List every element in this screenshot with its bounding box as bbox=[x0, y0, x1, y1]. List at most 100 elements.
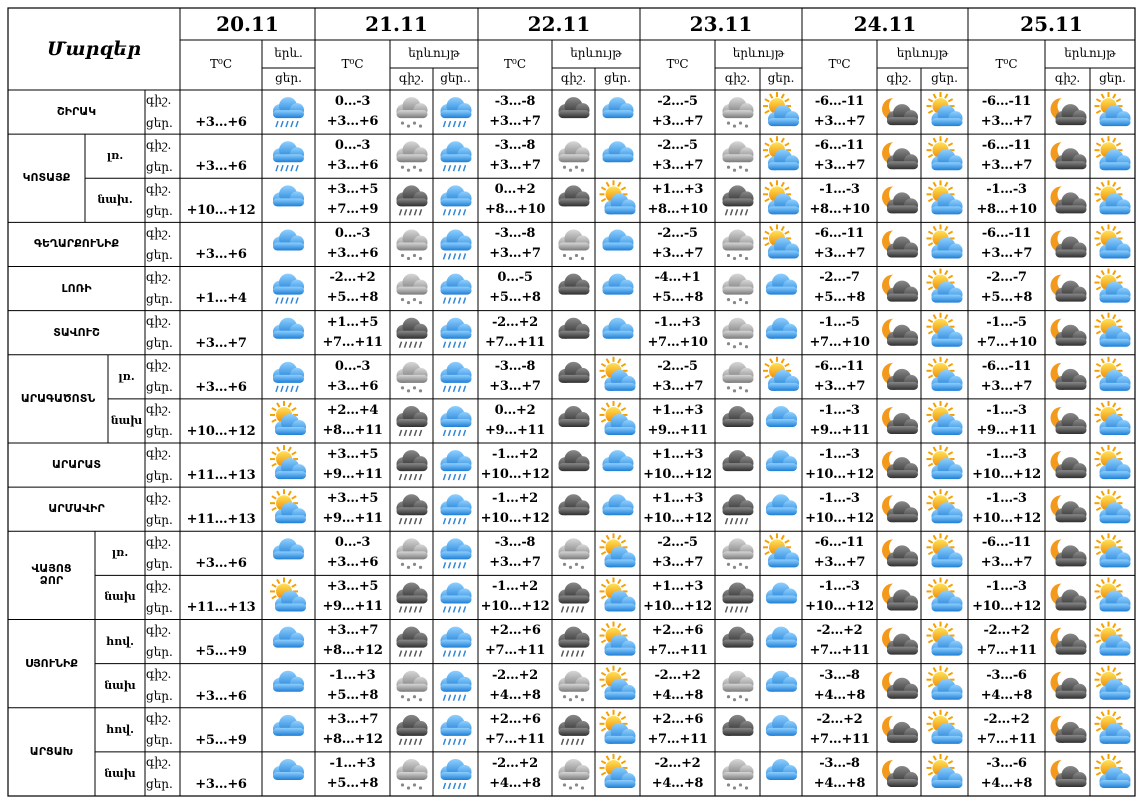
period-label: գիշ. bbox=[146, 93, 172, 108]
weather-icon bbox=[766, 317, 797, 339]
weather-icon bbox=[1050, 272, 1087, 302]
weather-icon bbox=[599, 709, 636, 744]
weather-icon bbox=[1050, 493, 1087, 523]
temp-day: +7…+11 bbox=[809, 643, 870, 659]
weather-icon bbox=[763, 92, 799, 127]
weather-icon bbox=[926, 709, 963, 744]
temp-night: -3…-8 bbox=[494, 93, 536, 109]
temp-day: +8…+10 bbox=[647, 202, 708, 218]
weather-icon bbox=[396, 317, 428, 348]
weather-icon bbox=[558, 538, 590, 569]
temp-day: +7…+11 bbox=[484, 334, 546, 350]
weather-icon bbox=[396, 494, 428, 525]
temp-night: -6…-11 bbox=[981, 93, 1032, 109]
temp-day: +5…+9 bbox=[195, 732, 247, 748]
temp-night: +3…+5 bbox=[326, 182, 379, 198]
temp-day: +7…+11 bbox=[647, 731, 708, 747]
weather-icon bbox=[766, 626, 797, 648]
temp-day: +4…+8 bbox=[651, 775, 704, 791]
weather-icon bbox=[763, 180, 799, 215]
period-label: ցեր. bbox=[146, 733, 173, 748]
weather-icon bbox=[882, 316, 918, 346]
region-name: ԱՐԱՐԱՏ bbox=[51, 458, 102, 472]
weather-icon bbox=[396, 670, 428, 702]
period-label: գիշ. bbox=[146, 490, 172, 505]
weather-icon bbox=[1094, 665, 1131, 700]
temp-day: +7…+11 bbox=[976, 643, 1037, 659]
temp-night: -3…-6 bbox=[986, 755, 1027, 771]
temp-day: +9…+11 bbox=[647, 422, 708, 438]
period-label: գիշ. bbox=[146, 667, 172, 682]
temp-day: +3…+7 bbox=[813, 246, 866, 262]
temp-day: +3…+7 bbox=[195, 335, 247, 351]
weather-icon bbox=[1050, 184, 1087, 214]
weather-icon bbox=[882, 449, 918, 479]
temp-night: 0…-3 bbox=[334, 138, 371, 153]
weather-icon bbox=[270, 400, 306, 435]
temp-night: +3…+5 bbox=[326, 579, 379, 595]
period-label: ցեր. bbox=[146, 292, 173, 306]
weather-icon bbox=[396, 361, 428, 393]
temp-day: +5…+8 bbox=[813, 290, 866, 306]
weather-icon bbox=[558, 758, 590, 790]
period-header: գիշ. bbox=[886, 71, 912, 86]
temp-day: +9…+11 bbox=[809, 422, 870, 438]
weather-icon bbox=[440, 626, 472, 657]
weather-icon bbox=[926, 665, 963, 700]
temp-day: +9…+11 bbox=[484, 422, 546, 438]
weather-icon bbox=[882, 625, 918, 655]
weather-icon bbox=[722, 538, 754, 569]
temp-day: +8…+11 bbox=[322, 422, 383, 438]
temp-day: +3…+7 bbox=[813, 113, 866, 129]
temp-night: -1…-3 bbox=[819, 182, 860, 198]
weather-icon bbox=[273, 758, 304, 780]
weather-icon bbox=[926, 753, 963, 788]
weather-icon bbox=[602, 229, 634, 251]
period-label: գիշ. bbox=[146, 181, 172, 196]
temp-night: -2…+2 bbox=[654, 755, 701, 771]
phenomenon-header: երևույթ bbox=[1064, 46, 1116, 61]
sub-region: հով. bbox=[105, 722, 134, 736]
temp-day: +10…+12 bbox=[972, 511, 1041, 527]
temp-day: +10…+12 bbox=[972, 599, 1041, 615]
temp-day: +3…+6 bbox=[195, 776, 247, 792]
temp-day: +7…+11 bbox=[484, 731, 546, 747]
weather-icon bbox=[273, 273, 304, 304]
weather-icon bbox=[396, 714, 428, 746]
weather-icon bbox=[273, 229, 304, 251]
temp-night: -1…+2 bbox=[492, 579, 538, 595]
temp-night: -1…+3 bbox=[329, 667, 376, 683]
temp-header: T⁰C bbox=[828, 57, 851, 72]
region-name: ԳԵՂԱՐՔՈՒՆԻՔ bbox=[33, 237, 120, 251]
weather-icon bbox=[599, 621, 636, 656]
weather-icon bbox=[766, 582, 797, 604]
weather-icon bbox=[440, 450, 472, 481]
weather-icon bbox=[882, 140, 918, 170]
sub-region: լռ. bbox=[106, 149, 124, 163]
temp-header: T⁰C bbox=[666, 57, 689, 72]
temp-day: +10…+12 bbox=[186, 423, 256, 439]
weather-icon bbox=[1094, 621, 1131, 656]
weather-icon bbox=[440, 185, 472, 216]
temp-day: +10…+12 bbox=[643, 466, 712, 482]
period-label: ցեր. bbox=[146, 777, 173, 792]
weather-icon bbox=[1094, 268, 1131, 303]
temp-day: +4…+8 bbox=[813, 687, 866, 703]
weather-icon bbox=[1050, 757, 1087, 787]
temp-night: +2…+6 bbox=[489, 623, 541, 639]
temp-day: +4…+8 bbox=[980, 687, 1033, 703]
temp-night: -2…+2 bbox=[492, 755, 538, 771]
weather-icon bbox=[440, 538, 472, 569]
temp-day: +4…+8 bbox=[813, 775, 866, 791]
temp-header: T⁰C bbox=[210, 57, 232, 72]
temp-day: +4…+8 bbox=[489, 775, 541, 791]
period-label: ցեր. bbox=[146, 689, 173, 704]
phenomenon-header: երևույթ bbox=[732, 46, 785, 61]
temp-day: +5…+8 bbox=[651, 290, 704, 306]
region-name: ԱՐՑԱԽ bbox=[29, 744, 74, 758]
weather-icon bbox=[1050, 316, 1087, 346]
weather-icon bbox=[270, 577, 306, 612]
weather-icon bbox=[926, 489, 963, 524]
weather-icon bbox=[440, 361, 472, 393]
temp-header: T⁰C bbox=[995, 57, 1018, 72]
